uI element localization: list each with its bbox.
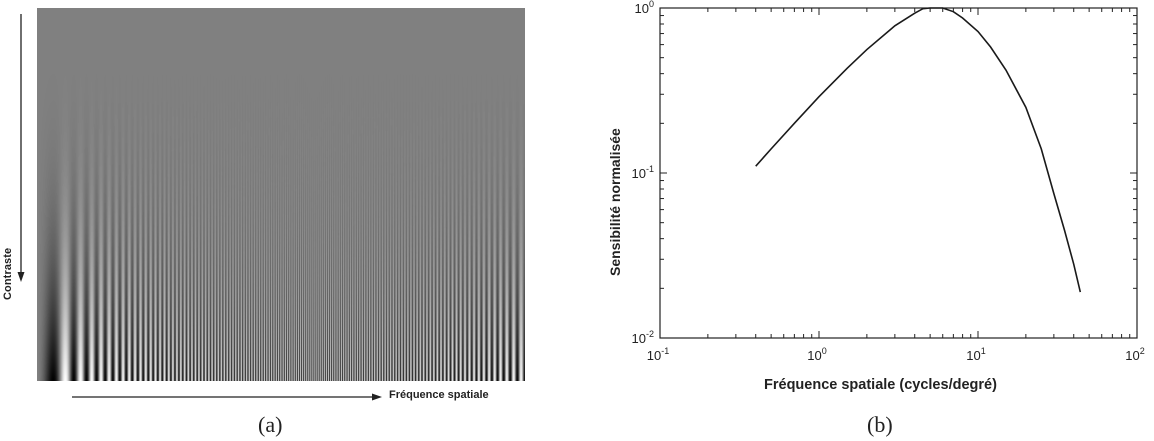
panel-a-caption: (a) — [258, 412, 283, 437]
x-tick-label: 102 — [1125, 346, 1144, 363]
y-tick-label: 10-2 — [632, 329, 654, 346]
x-tick-label: 100 — [807, 346, 826, 363]
panel-a: Contraste Fréquence spatiale (a) — [0, 0, 540, 441]
panel-a-axes-arrows — [17, 14, 382, 401]
plot-frame — [659, 7, 1138, 339]
spatial-frequency-axis-label: Fréquence spatiale — [389, 389, 489, 401]
panel-b: 10-1 100 101 102 10-2 10-1 100 Sensibilité nor… — [595, 0, 1154, 441]
series-line-sensitivity — [755, 7, 1082, 293]
panel-b-caption: (b) — [867, 412, 893, 437]
contrast-axis-label: Contraste — [2, 247, 14, 300]
y-axis-label: Sensibilité normalisée — [607, 128, 623, 276]
y-tick-label: 100 — [635, 0, 654, 16]
contrast-arrow-head — [17, 272, 25, 282]
y-tick-label: 10-1 — [632, 164, 654, 181]
campbell-robson-grating-image — [37, 8, 525, 381]
frequency-arrow-head — [372, 393, 382, 401]
x-axis-label: Fréquence spatiale (cycles/degré) — [764, 377, 997, 393]
x-tick-label: 101 — [966, 346, 985, 363]
x-tick-label: 10-1 — [647, 346, 669, 363]
axis-ticks — [659, 7, 1138, 339]
